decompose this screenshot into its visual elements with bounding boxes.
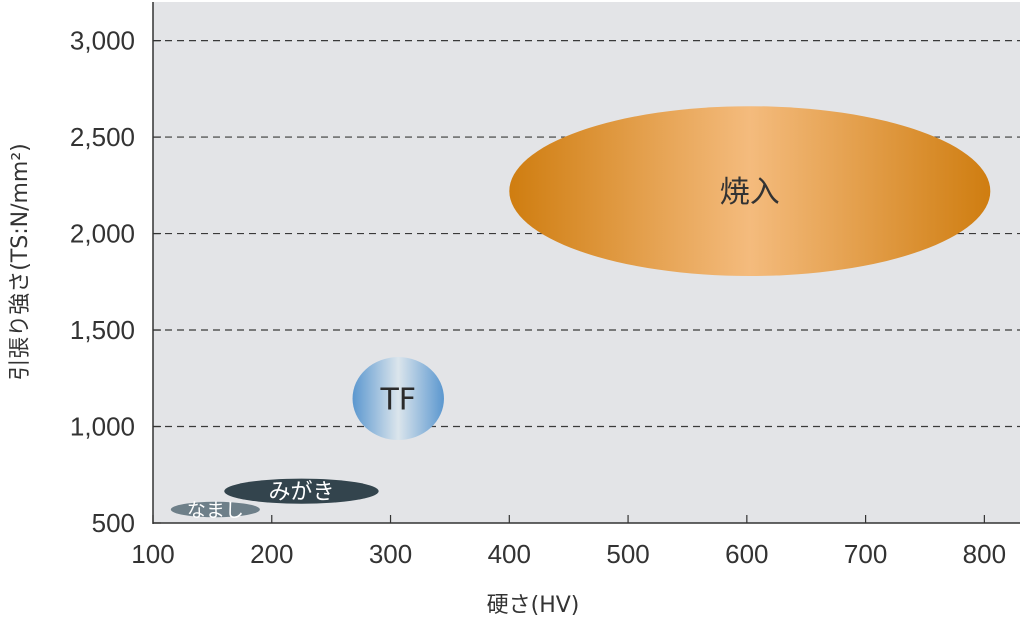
x-tick-label: 100: [131, 539, 174, 569]
region-0-label: 焼入: [720, 175, 780, 210]
y-tick-label: 500: [92, 508, 135, 538]
y-axis-title: 引張り強さ(TS:N/mm²): [8, 143, 33, 381]
x-tick-label: 200: [250, 539, 293, 569]
y-tick-label: 2,500: [70, 122, 135, 152]
region-1-label: TF: [379, 382, 416, 417]
x-tick-label: 700: [844, 539, 887, 569]
x-tick-label: 300: [369, 539, 412, 569]
region-3-label: なまし: [187, 499, 244, 521]
y-tick-label: 3,000: [70, 26, 135, 56]
plot-area: [153, 2, 1020, 523]
region-2-ellipse: [224, 478, 379, 504]
x-tick-label: 400: [488, 539, 531, 569]
y-tick-label: 2,000: [70, 219, 135, 249]
region-2-label: みがき: [268, 480, 334, 505]
x-tick-label: 500: [606, 539, 649, 569]
y-tick-label: 1,000: [70, 412, 135, 442]
region-1-ellipse: [352, 357, 444, 441]
y-tick-label: 1,500: [70, 315, 135, 345]
x-tick-label: 600: [725, 539, 768, 569]
x-tick-label: 800: [963, 539, 1006, 569]
region-3-ellipse: [170, 501, 260, 518]
x-axis-title: 硬さ(HV): [487, 593, 580, 618]
region-0-ellipse: [509, 106, 991, 277]
